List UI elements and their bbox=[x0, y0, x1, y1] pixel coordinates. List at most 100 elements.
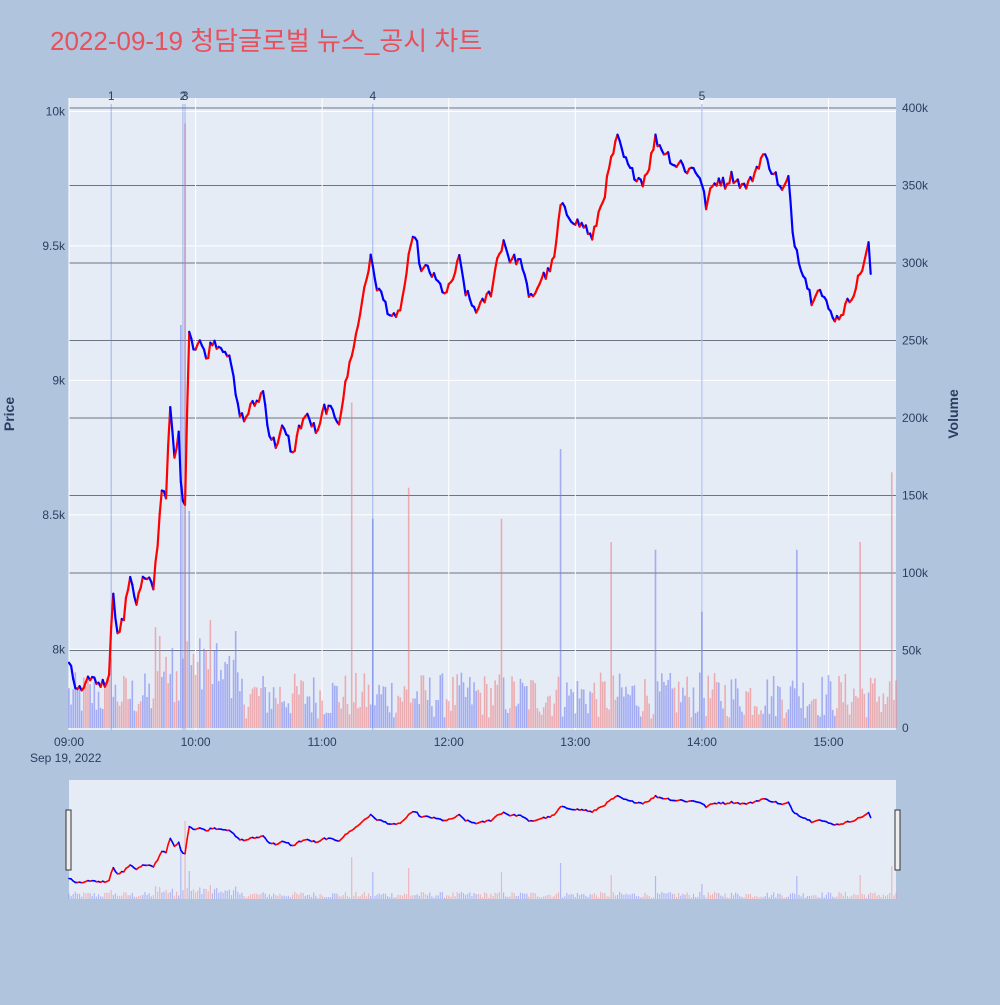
volume-bar bbox=[81, 711, 83, 728]
volume-bar bbox=[75, 672, 77, 728]
volume-bar bbox=[180, 325, 182, 728]
volume-bar bbox=[121, 702, 123, 728]
slider-volume-bar bbox=[370, 896, 371, 899]
volume-bar bbox=[577, 681, 579, 728]
volume-bar bbox=[790, 686, 792, 728]
volume-bar bbox=[781, 700, 783, 728]
volume-bar bbox=[629, 695, 631, 728]
volume-bar bbox=[568, 696, 570, 728]
volume-bar bbox=[214, 651, 216, 728]
range-slider-right-handle[interactable] bbox=[895, 810, 900, 870]
slider-volume-bar bbox=[843, 896, 844, 899]
slider-volume-bar bbox=[644, 893, 645, 899]
volume-bar bbox=[570, 689, 572, 728]
slider-volume-bar bbox=[113, 895, 114, 899]
slider-volume-bar bbox=[250, 895, 251, 899]
volume-bar bbox=[661, 673, 663, 728]
volume-bar bbox=[640, 716, 642, 728]
volume-bar bbox=[157, 671, 159, 728]
slider-volume-bar bbox=[754, 896, 755, 899]
range-slider-area[interactable] bbox=[69, 780, 896, 899]
volume-bar bbox=[699, 673, 701, 728]
volume-bar bbox=[817, 715, 819, 728]
slider-volume-bar bbox=[433, 898, 434, 899]
volume-bar bbox=[745, 691, 747, 728]
volume-bar bbox=[703, 698, 705, 728]
slider-volume-bar bbox=[577, 893, 578, 899]
slider-volume-bar bbox=[608, 897, 609, 899]
slider-volume-bar bbox=[741, 897, 742, 899]
slider-volume-bar bbox=[182, 890, 183, 899]
slider-volume-bar bbox=[140, 896, 141, 899]
volume-bar bbox=[319, 690, 321, 728]
volume-bar bbox=[408, 488, 410, 728]
volume-bar bbox=[556, 690, 558, 728]
volume-bar bbox=[861, 689, 863, 728]
slider-volume-bar bbox=[573, 894, 574, 899]
slider-volume-bar bbox=[807, 896, 808, 899]
volume-bar bbox=[446, 699, 448, 728]
slider-volume-bar bbox=[752, 897, 753, 899]
slider-volume-bar bbox=[678, 893, 679, 899]
slider-volume-bar bbox=[398, 895, 399, 899]
slider-volume-bar bbox=[473, 893, 474, 899]
slider-volume-bar bbox=[883, 895, 884, 899]
slider-volume-bar bbox=[613, 892, 614, 899]
volume-bar bbox=[615, 700, 617, 728]
volume-bar bbox=[290, 713, 292, 728]
volume-tick-label: 250k bbox=[902, 334, 929, 348]
volume-bar bbox=[239, 691, 241, 728]
slider-volume-bar bbox=[123, 892, 124, 899]
volume-bar bbox=[340, 709, 342, 728]
volume-bar bbox=[98, 692, 100, 728]
slider-volume-bar bbox=[239, 894, 240, 899]
slider-volume-bar bbox=[100, 896, 101, 899]
volume-bar bbox=[773, 676, 775, 728]
volume-bar bbox=[657, 681, 659, 728]
slider-volume-bar bbox=[416, 894, 417, 899]
slider-volume-bar bbox=[834, 897, 835, 899]
slider-volume-bar bbox=[419, 896, 420, 899]
volume-bar bbox=[418, 704, 420, 728]
slider-volume-bar bbox=[254, 894, 255, 899]
volume-bar bbox=[412, 699, 414, 728]
volume-bar bbox=[494, 680, 496, 728]
slider-volume-bar bbox=[252, 894, 253, 899]
slider-volume-bar bbox=[813, 895, 814, 899]
slider-volume-bar bbox=[357, 896, 358, 899]
slider-volume-bar bbox=[281, 896, 282, 899]
volume-bar bbox=[191, 665, 193, 728]
volume-bar bbox=[631, 686, 633, 728]
slider-volume-bar bbox=[96, 897, 97, 899]
slider-volume-bar bbox=[127, 895, 128, 899]
volume-bar bbox=[532, 680, 534, 728]
slider-volume-bar bbox=[172, 889, 173, 899]
slider-volume-bar bbox=[891, 866, 892, 899]
slider-volume-bar bbox=[514, 893, 515, 899]
slider-volume-bar bbox=[790, 894, 791, 899]
volume-bar bbox=[724, 685, 726, 728]
slider-volume-bar bbox=[383, 894, 384, 899]
slider-volume-bar bbox=[684, 895, 685, 899]
volume-bar bbox=[583, 690, 585, 728]
range-slider-left-handle[interactable] bbox=[66, 810, 71, 870]
volume-bar bbox=[680, 702, 682, 728]
volume-bar bbox=[473, 682, 475, 728]
slider-volume-bar bbox=[646, 895, 647, 899]
volume-bar bbox=[887, 697, 889, 728]
volume-bar bbox=[486, 684, 488, 728]
volume-bar bbox=[163, 672, 165, 728]
volume-bar bbox=[589, 691, 591, 728]
volume-bar bbox=[475, 691, 477, 728]
slider-volume-bar bbox=[459, 893, 460, 899]
slider-volume-bar bbox=[769, 897, 770, 899]
volume-bar bbox=[330, 713, 332, 728]
volume-bar bbox=[113, 697, 115, 728]
volume-bar bbox=[783, 718, 785, 728]
volume-bar bbox=[212, 684, 214, 728]
slider-volume-bar bbox=[146, 895, 147, 899]
slider-volume-bar bbox=[832, 897, 833, 899]
volume-bar bbox=[743, 715, 745, 728]
slider-volume-bar bbox=[539, 897, 540, 899]
slider-volume-bar bbox=[566, 893, 567, 899]
